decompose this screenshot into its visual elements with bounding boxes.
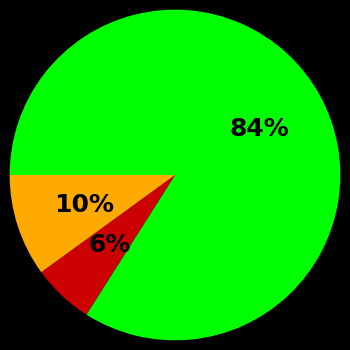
Wedge shape [41,175,175,315]
Text: 6%: 6% [88,233,131,257]
Wedge shape [10,10,340,340]
Wedge shape [10,175,175,272]
Text: 10%: 10% [54,193,114,217]
Text: 84%: 84% [229,117,289,141]
